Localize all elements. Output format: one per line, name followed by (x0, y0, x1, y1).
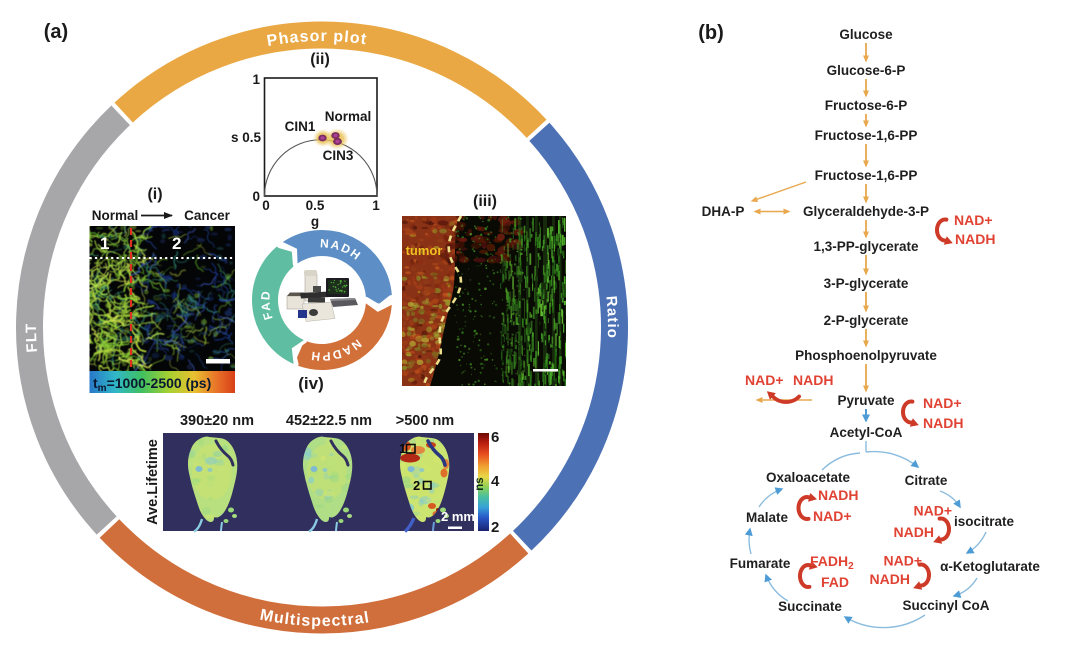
svg-text:(b): (b) (698, 22, 724, 44)
svg-text:CIN1: CIN1 (285, 119, 316, 134)
svg-text:Normal: Normal (92, 208, 139, 223)
svg-text:NAD+: NAD+ (954, 212, 993, 228)
svg-text:6: 6 (491, 429, 499, 446)
svg-text:Cancer: Cancer (184, 208, 231, 223)
svg-text:Acetyl-CoA: Acetyl-CoA (830, 425, 903, 440)
svg-text:3-P-glycerate: 3-P-glycerate (824, 276, 909, 291)
svg-text:1: 1 (399, 441, 406, 456)
svg-text:Multispectral: Multispectral (258, 607, 371, 630)
svg-text:1: 1 (372, 198, 380, 213)
svg-text:FAD: FAD (258, 289, 275, 321)
svg-text:(iv): (iv) (298, 374, 324, 393)
svg-text:(iii): (iii) (473, 193, 497, 210)
svg-text:α-Ketoglutarate: α-Ketoglutarate (940, 559, 1040, 574)
svg-text:1,3-PP-glycerate: 1,3-PP-glycerate (813, 239, 919, 254)
svg-text:NADH: NADH (793, 372, 833, 388)
svg-text:2: 2 (413, 478, 420, 493)
svg-text:NAD+: NAD+ (883, 553, 922, 569)
svg-text:2: 2 (491, 519, 499, 536)
svg-text:NADH: NADH (894, 524, 934, 540)
svg-text:FAD: FAD (821, 574, 849, 590)
svg-text:g: g (311, 214, 319, 229)
svg-text:NAD+: NAD+ (913, 503, 952, 519)
svg-text:FLT: FLT (23, 323, 41, 353)
svg-text:Glucose: Glucose (839, 27, 893, 42)
svg-text:Phosphoenolpyruvate: Phosphoenolpyruvate (795, 348, 937, 363)
svg-text:1: 1 (252, 72, 260, 87)
svg-text:Glucose-6-P: Glucose-6-P (827, 63, 906, 78)
svg-text:Fructose-1,6-PP: Fructose-1,6-PP (815, 168, 918, 183)
svg-text:0: 0 (252, 189, 260, 204)
svg-text:0.5: 0.5 (306, 198, 325, 213)
svg-text:Ave.Lifetime: Ave.Lifetime (145, 439, 161, 525)
svg-text:NAD+: NAD+ (923, 395, 962, 411)
svg-text:tumor: tumor (406, 243, 443, 258)
svg-text:Oxaloacetate: Oxaloacetate (766, 470, 851, 485)
svg-text:(ii): (ii) (310, 51, 330, 68)
svg-text:2 mm: 2 mm (441, 509, 475, 524)
svg-text:452±22.5 nm: 452±22.5 nm (286, 413, 372, 429)
svg-text:NADH: NADH (818, 487, 858, 503)
svg-text:(i): (i) (147, 186, 162, 203)
svg-text:s 0.5: s 0.5 (231, 130, 262, 145)
svg-text:Malate: Malate (746, 510, 789, 525)
svg-text:Succinate: Succinate (778, 599, 842, 614)
svg-text:Citrate: Citrate (905, 473, 948, 488)
svg-text:Normal: Normal (325, 109, 372, 124)
svg-text:Fructose-1,6-PP: Fructose-1,6-PP (815, 128, 918, 143)
svg-text:Ratio: Ratio (602, 295, 621, 339)
svg-text:isocitrate: isocitrate (954, 514, 1015, 529)
svg-text:DHA-P: DHA-P (702, 204, 745, 219)
svg-text:NADH: NADH (955, 231, 995, 247)
svg-text:tm=1000-2500 (ps): tm=1000-2500 (ps) (93, 375, 211, 394)
svg-text:Glyceraldehyde-3-P: Glyceraldehyde-3-P (803, 204, 929, 219)
svg-text:CIN3: CIN3 (323, 148, 354, 163)
svg-text:NAD+: NAD+ (813, 508, 852, 524)
svg-text:>500 nm: >500 nm (396, 413, 454, 429)
svg-text:4: 4 (491, 473, 500, 490)
svg-text:1: 1 (100, 234, 109, 253)
svg-text:Fumarate: Fumarate (730, 556, 791, 571)
svg-text:NADH: NADH (923, 415, 963, 431)
svg-text:2: 2 (172, 234, 181, 253)
svg-text:Phasor plot: Phasor plot (266, 28, 369, 50)
svg-text:FADH2: FADH2 (810, 553, 854, 572)
svg-text:NADH: NADH (870, 571, 910, 587)
svg-text:0: 0 (262, 198, 270, 213)
svg-text:Fructose-6-P: Fructose-6-P (825, 98, 908, 113)
svg-text:ns: ns (474, 477, 486, 490)
svg-text:Succinyl CoA: Succinyl CoA (902, 598, 989, 613)
svg-text:390±20 nm: 390±20 nm (180, 413, 254, 429)
svg-text:Pyruvate: Pyruvate (837, 393, 895, 408)
svg-text:(a): (a) (44, 21, 68, 43)
svg-text:NAD+: NAD+ (745, 372, 784, 388)
svg-text:2-P-glycerate: 2-P-glycerate (824, 313, 909, 328)
